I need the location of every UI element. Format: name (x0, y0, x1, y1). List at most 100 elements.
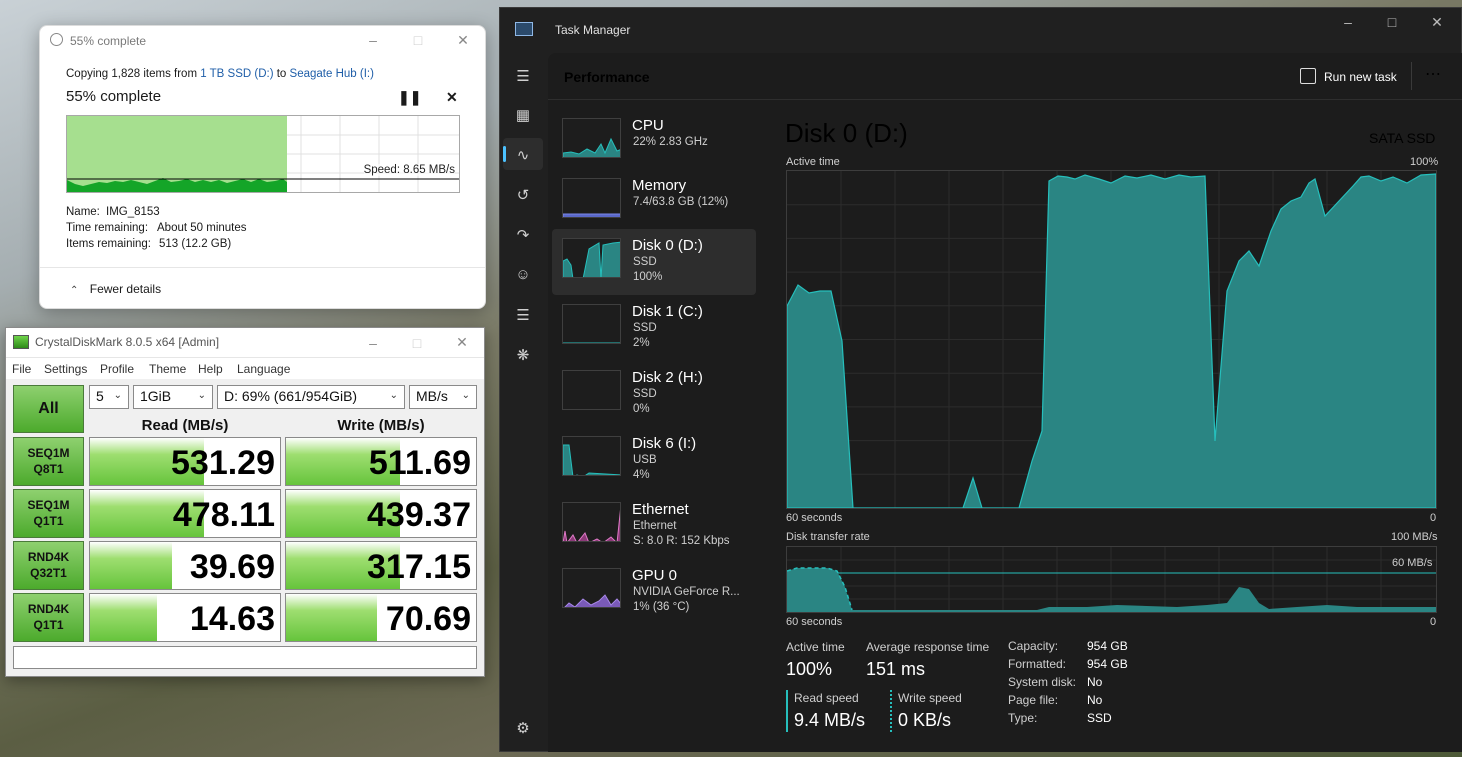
transfer-rate-graph (786, 546, 1437, 613)
transfer-60s: 60 seconds (786, 616, 843, 628)
menu-file[interactable]: File (12, 362, 32, 376)
cdm-close-button[interactable]: ✕ (456, 334, 468, 350)
write-result-cell: 439.37 (285, 489, 477, 538)
copy-prefix: Copying 1,828 items from (66, 68, 198, 80)
more-options-icon[interactable]: ⋯ (1425, 66, 1442, 83)
transfer-rate-label: Disk transfer rate (786, 531, 870, 543)
name-value: IMG_8153 (106, 206, 160, 218)
speed-graph: Speed: 8.65 MB/s (66, 115, 460, 193)
pause-button[interactable]: ❚❚ (398, 89, 422, 105)
cdm-maximize-button: □ (412, 334, 422, 351)
page-title: Performance (564, 69, 650, 85)
comment-field[interactable] (13, 646, 477, 669)
cdm-titlebar: CrystalDiskMark 8.0.5 x64 [Admin] – □ ✕ (6, 328, 484, 357)
device-detail-1: Ethernet (633, 520, 677, 532)
write-result-value: 70.69 (385, 600, 471, 638)
device-thumbnail[interactable] (562, 370, 621, 410)
device-name[interactable]: GPU 0 (632, 567, 678, 584)
write-result-bar (286, 490, 400, 537)
details-icon[interactable]: ☰ (516, 307, 530, 324)
run-new-task-button[interactable]: Run new task (1324, 70, 1397, 84)
progress-fill (67, 116, 287, 192)
services-icon[interactable]: ❋ (516, 347, 530, 364)
device-thumbnail[interactable] (562, 436, 621, 476)
device-name[interactable]: Disk 2 (H:) (632, 369, 703, 386)
minimize-button[interactable]: – (369, 32, 377, 48)
test-queue: Q1T1 (33, 618, 64, 632)
device-thumbnail[interactable] (562, 568, 621, 608)
name-label: Name: (66, 206, 100, 218)
device-name[interactable]: CPU (632, 117, 664, 134)
device-detail-2: 2% (633, 337, 650, 349)
destination-link[interactable]: Seagate Hub (I:) (289, 68, 374, 80)
startup-apps-icon[interactable]: ↷ (516, 227, 530, 244)
processes-icon[interactable]: ▦ (515, 107, 531, 124)
hamburger-menu-icon[interactable]: ☰ (516, 68, 530, 85)
menu-help[interactable]: Help (198, 362, 223, 376)
test-button-3[interactable]: RND4K Q1T1 (13, 593, 84, 642)
count-select[interactable]: 5 ⌄ (89, 385, 129, 409)
device-thumbnail[interactable] (562, 118, 621, 158)
test-button-2[interactable]: RND4K Q32T1 (13, 541, 84, 590)
progress-status: 55% complete (66, 88, 162, 105)
device-name[interactable]: Disk 0 (D:) (632, 237, 703, 254)
app-history-icon[interactable]: ↺ (516, 187, 530, 204)
device-thumbnail[interactable] (562, 238, 621, 278)
test-button-0[interactable]: SEQ1M Q8T1 (13, 437, 84, 486)
device-detail-1: USB (633, 454, 657, 466)
device-thumbnail[interactable] (562, 304, 621, 344)
write-speed-value: 0 KB/s (898, 710, 952, 730)
tm-minimize-button[interactable]: – (1344, 14, 1352, 30)
test-name: SEQ1M (27, 446, 70, 460)
performance-nav-selected[interactable] (503, 138, 543, 170)
device-name[interactable]: Memory (632, 177, 687, 194)
test-button-1[interactable]: SEQ1M Q1T1 (13, 489, 84, 538)
device-thumbnail[interactable] (562, 178, 621, 218)
menu-settings[interactable]: Settings (44, 362, 88, 376)
tm-maximize-button[interactable]: □ (1387, 14, 1397, 30)
write-result-cell: 511.69 (285, 437, 477, 486)
device-detail-2: 100% (633, 271, 663, 283)
device-name[interactable]: Disk 1 (C:) (632, 303, 703, 320)
items-remaining-value: 513 (12.2 GB) (159, 238, 232, 250)
performance-icon[interactable]: ∿ (516, 147, 530, 164)
close-button[interactable]: ✕ (457, 31, 469, 48)
read-speed-value: 9.4 MB/s (794, 710, 866, 730)
users-icon[interactable]: ☺ (515, 266, 531, 283)
source-link[interactable]: 1 TB SSD (D:) (200, 68, 274, 80)
nav-indicator (503, 146, 506, 162)
chevron-down-icon: ⌄ (389, 390, 398, 401)
chevron-up-icon: ⌃ (70, 285, 79, 296)
property-value: 954 GB (1087, 639, 1128, 653)
cdm-minimize-button[interactable]: – (369, 334, 377, 351)
count-value: 5 (96, 388, 104, 404)
settings-gear-icon[interactable]: ⚙ (516, 720, 530, 737)
write-result-cell: 317.15 (285, 541, 477, 590)
menu-language[interactable]: Language (237, 362, 291, 376)
fewer-details-button[interactable]: ⌃ Fewer details (70, 282, 161, 296)
toolbar-divider (1411, 62, 1412, 90)
read-result-value: 14.63 (189, 600, 275, 638)
device-name[interactable]: Ethernet (632, 501, 689, 518)
copy-progress-dialog: 55% complete – □ ✕ Copying 1,828 items f… (39, 25, 486, 309)
speed-area (67, 178, 287, 192)
active-time-zero: 0 (1430, 512, 1437, 524)
transfer-zero: 0 (1430, 616, 1437, 628)
tm-close-button[interactable]: ✕ (1431, 13, 1443, 30)
menu-profile[interactable]: Profile (100, 362, 135, 376)
all-button[interactable]: All (13, 385, 84, 433)
device-name[interactable]: Disk 6 (I:) (632, 435, 697, 452)
device-detail-1: SSD (633, 322, 657, 334)
read-result-bar (90, 594, 157, 641)
size-select[interactable]: 1GiB ⌄ (133, 385, 213, 409)
write-result-value: 317.15 (367, 548, 471, 586)
menu-theme[interactable]: Theme (149, 362, 187, 376)
divider (40, 267, 485, 268)
chevron-down-icon: ⌄ (461, 390, 470, 401)
drive-select[interactable]: D: 69% (661/954GiB) ⌄ (217, 385, 405, 409)
device-detail-1: SSD (633, 388, 657, 400)
cancel-copy-button[interactable]: ✕ (446, 89, 458, 105)
unit-select[interactable]: MB/s ⌄ (409, 385, 477, 409)
chevron-down-icon: ⌄ (197, 390, 206, 401)
device-thumbnail[interactable] (562, 502, 621, 542)
